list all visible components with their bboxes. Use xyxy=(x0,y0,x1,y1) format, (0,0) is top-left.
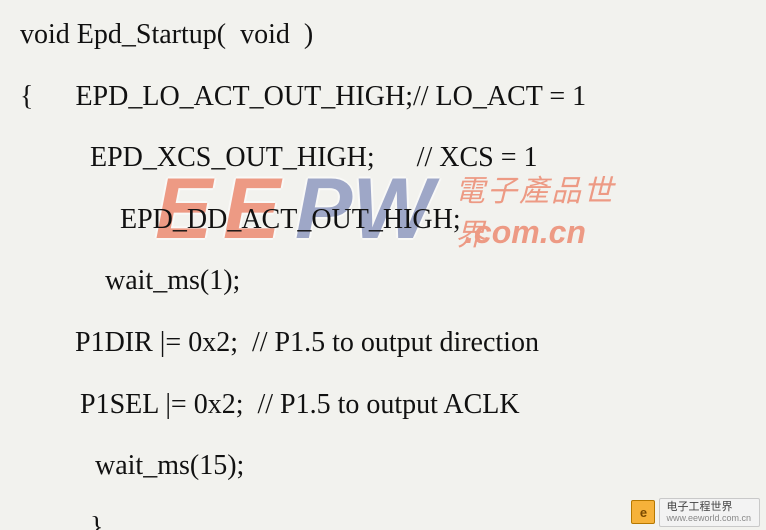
code-line: EPD_DD_ACT_OUT_HIGH; xyxy=(120,203,740,237)
footer-badge-line2: www.eeworld.com.cn xyxy=(666,514,751,523)
code-line: wait_ms(1); xyxy=(105,264,740,298)
footer-source-badge: e 电子工程世界 www.eeworld.com.cn xyxy=(631,500,760,524)
code-line: wait_ms(15); xyxy=(95,449,740,483)
code-line: EPD_XCS_OUT_HIGH; // XCS = 1 xyxy=(90,141,740,175)
code-line: P1DIR |= 0x2; // P1.5 to output directio… xyxy=(75,326,740,360)
code-line: void Epd_Startup( void ) xyxy=(20,18,740,52)
footer-badge-icon: e xyxy=(631,500,655,524)
code-line: P1SEL |= 0x2; // P1.5 to output ACLK xyxy=(80,388,740,422)
code-line: { EPD_LO_ACT_OUT_HIGH;// LO_ACT = 1 xyxy=(20,80,740,114)
footer-badge-text: 电子工程世界 www.eeworld.com.cn xyxy=(659,498,760,527)
footer-badge-line1: 电子工程世界 xyxy=(666,502,751,513)
code-snippet: void Epd_Startup( void ) { EPD_LO_ACT_OU… xyxy=(20,18,740,530)
